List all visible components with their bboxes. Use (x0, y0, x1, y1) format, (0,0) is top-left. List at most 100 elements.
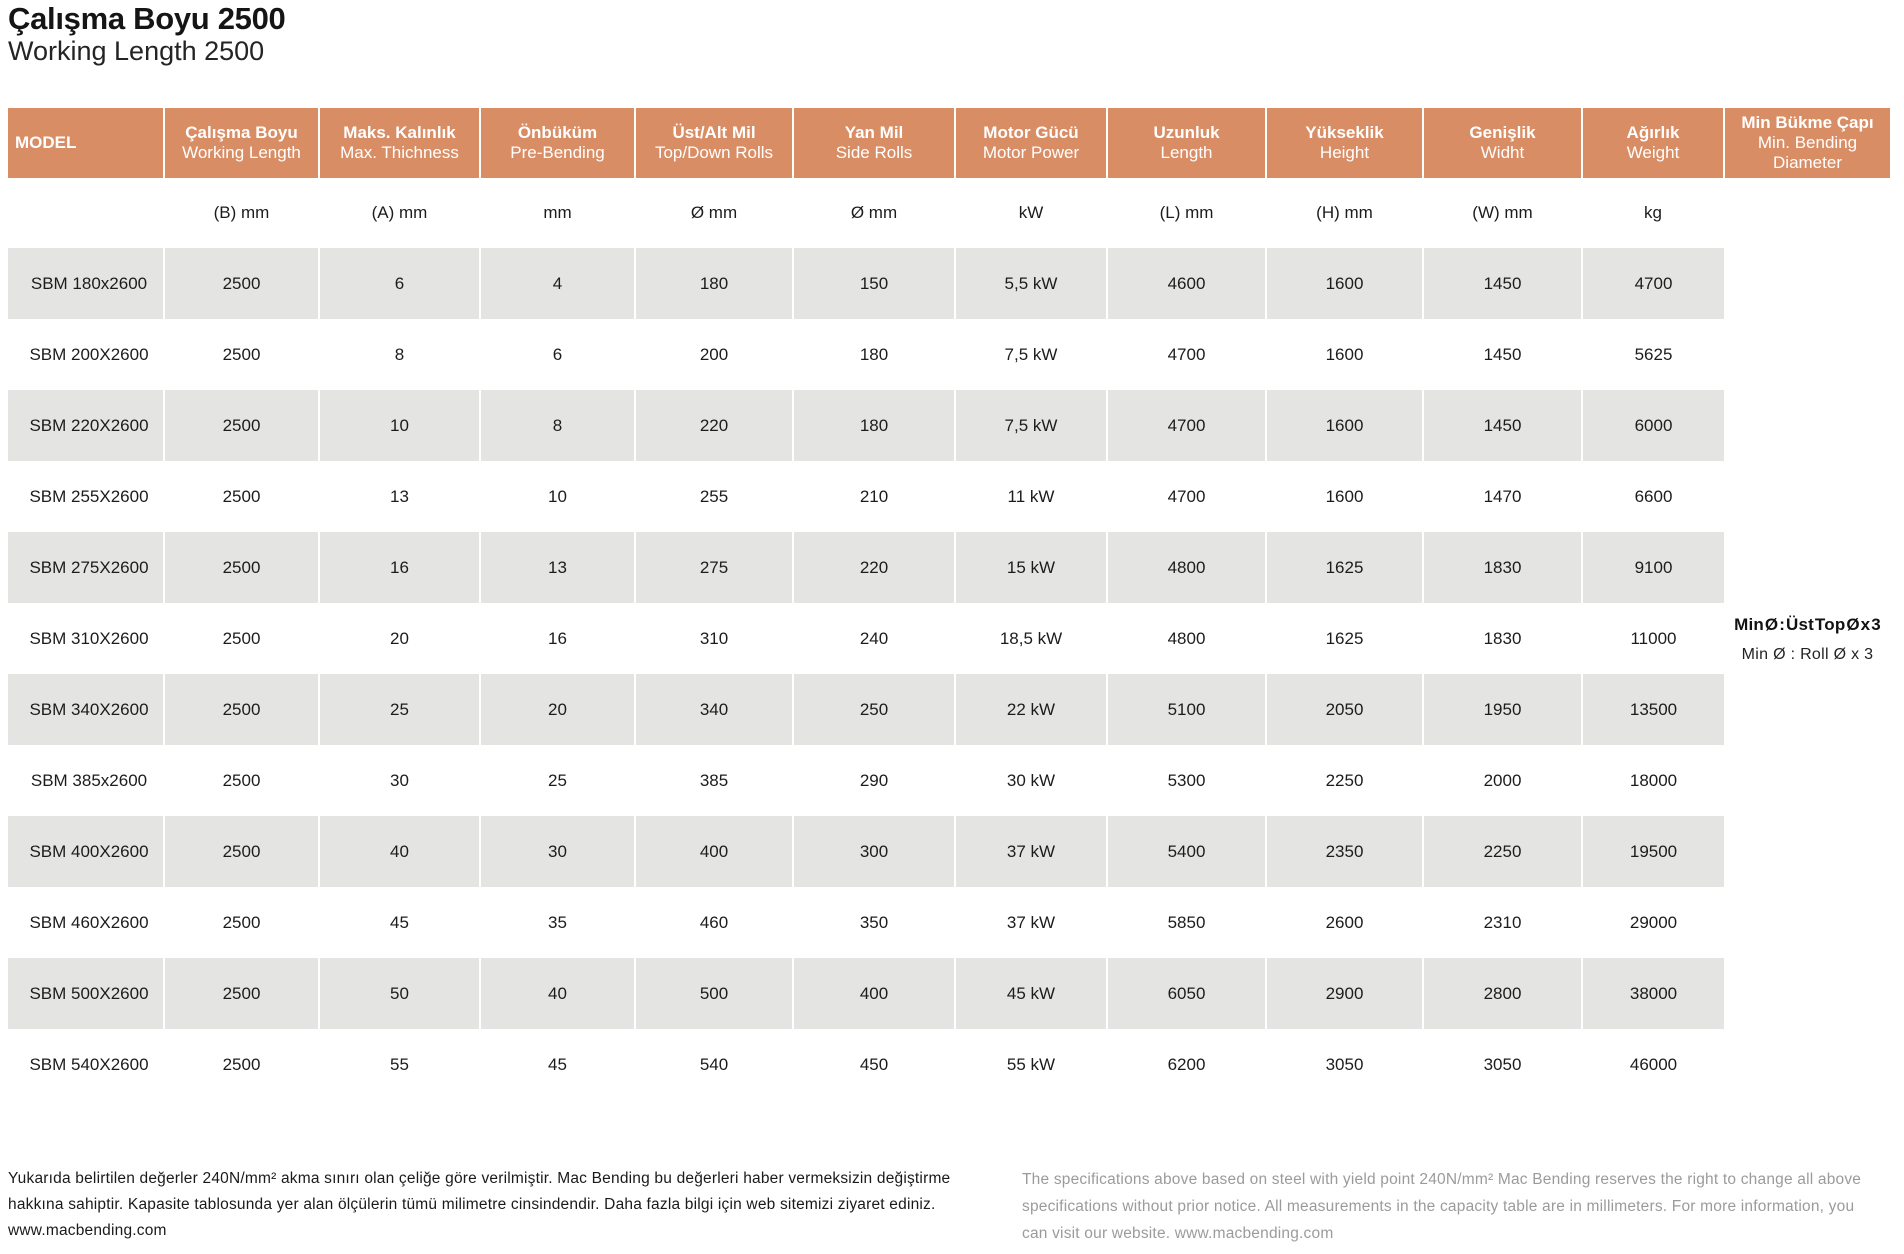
data-cell-length: 6200 (1107, 1029, 1267, 1100)
column-header-weight-tr: Ağırlık (1626, 123, 1680, 142)
column-header-pre-bending-en: Pre-Bending (510, 143, 605, 162)
data-cell-weight: 18000 (1629, 770, 1678, 790)
column-header-side-rolls: Yan Mil Side Rolls (793, 108, 956, 178)
column-header-min-bending-diameter: Min Bükme Çapı Min. Bending Diameter (1724, 108, 1890, 178)
model-cell: SBM 275X2600 (8, 532, 165, 603)
unit-cell-width: (W) mm (1423, 178, 1583, 248)
page-title: Çalışma Boyu 2500 (8, 1, 286, 36)
data-cell-pre-bending: 35 (480, 887, 636, 958)
data-cell-working-length: 2500 (164, 532, 320, 603)
min-diameter-formula-en: Min Ø : Roll Ø x 3 (1741, 645, 1874, 663)
data-cell-height: 2900 (1266, 958, 1424, 1029)
data-cell-working-length: 2500 (164, 745, 320, 816)
table-row: SBM 460X2600 2500 45 35 460 350 37 kW 5850 2600 2… (8, 887, 1890, 958)
footer-note-turkish: Yukarıda belirtilen değerler 240N/mm² ak… (8, 1170, 951, 1239)
data-cell-motor-power: 11 kW (955, 461, 1108, 532)
data-cell-side-rolls: 450 (793, 1029, 956, 1100)
data-cell-top-down-rolls: 385 (635, 745, 794, 816)
data-cell-weight: 6000 (1582, 390, 1724, 461)
data-cell-top-down-rolls: 200 (635, 319, 794, 390)
data-cell-weight: 11000 (1630, 628, 1677, 648)
data-cell-max-thickness: 20 (319, 603, 481, 674)
data-cell-pre-bending: 4 (480, 248, 636, 319)
data-cell-weight: 19500 (1582, 816, 1724, 887)
data-cell-side-rolls: 150 (793, 248, 956, 319)
column-header-working-length: Çalışma Boyu Working Length (164, 108, 320, 178)
data-cell-height: 1600 (1266, 390, 1424, 461)
model-cell: SBM 340X2600 (8, 674, 165, 745)
data-cell-max-thickness: 16 (319, 532, 481, 603)
data-cell-top-down-rolls: 500 (635, 958, 794, 1029)
data-cell-width: 1830 (1423, 603, 1583, 674)
data-cell-top-down-rolls: 340 (635, 674, 794, 745)
column-header-model: MODEL (8, 108, 165, 178)
model-cell: SBM 500X2600 (8, 958, 165, 1029)
data-cell-max-thickness: 50 (319, 958, 481, 1029)
data-cell-top-down-rolls: 255 (635, 461, 794, 532)
column-header-width: Genişlik Widht (1423, 108, 1583, 178)
data-cell-length: 4700 (1107, 461, 1267, 532)
data-cell-width: 2250 (1423, 816, 1583, 887)
column-header-length: Uzunluk Length (1107, 108, 1267, 178)
data-cell-motor-power: 37 kW (955, 887, 1108, 958)
data-cell-height: 1600 (1266, 319, 1424, 390)
min-bending-diameter-cell: Min Ø : Üst Top Ø x 3 Min Ø : Roll Ø x 3 (1724, 178, 1890, 1100)
data-cell-length: 4800 (1107, 532, 1267, 603)
data-cell-max-thickness: 6 (319, 248, 481, 319)
column-header-max-thickness: Maks. Kalınlık Max. Thichness (319, 108, 481, 178)
data-cell-max-thickness: 40 (319, 816, 481, 887)
data-cell-length: 4700 (1107, 390, 1267, 461)
column-header-weight-en: Weight (1626, 143, 1680, 162)
unit-cell-max-thickness: (A) mm (319, 178, 481, 248)
table-row: SBM 540X2600 2500 55 45 540 450 55 kW 6200 3050 3… (8, 1029, 1890, 1100)
column-header-pre-bending-tr: Önbüküm (517, 123, 598, 142)
column-header-min-bending-diameter-en: Min. Bending Diameter (1757, 133, 1858, 172)
column-header-length-tr: Uzunluk (1153, 123, 1220, 142)
table-row: SBM 500X2600 2500 50 40 500 400 45 kW 6050 2900 2… (8, 958, 1890, 1029)
unit-cell-pre-bending: mm (480, 178, 636, 248)
data-cell-weight: 4700 (1582, 248, 1724, 319)
data-cell-max-thickness: 10 (319, 390, 481, 461)
table-row: SBM 310X2600 2500 20 16 310 240 18,5 kW 4800 162… (8, 603, 1890, 674)
column-header-motor-power-tr: Motor Gücü (983, 123, 1079, 142)
model-cell: SBM 540X2600 (8, 1029, 165, 1100)
unit-cell-top-down-rolls: Ø mm (635, 178, 794, 248)
data-cell-pre-bending: 25 (480, 745, 636, 816)
data-cell-length: 4700 (1107, 319, 1267, 390)
data-cell-length: 5300 (1107, 745, 1267, 816)
data-cell-height: 2600 (1266, 887, 1424, 958)
data-cell-weight: 38000 (1582, 958, 1724, 1029)
data-cell-max-thickness: 30 (319, 745, 481, 816)
data-cell-max-thickness: 25 (319, 674, 481, 745)
table-header-row: MODEL Çalışma Boyu Working Length Maks. Kal… (8, 108, 1890, 178)
data-cell-height: 1625 (1266, 603, 1424, 674)
data-cell-side-rolls: 350 (793, 887, 956, 958)
spec-table: MODEL Çalışma Boyu Working Length Maks. Kal… (8, 108, 1890, 1100)
data-cell-working-length: 2500 (164, 1029, 320, 1100)
unit-cell-side-rolls: Ø mm (793, 178, 956, 248)
units-row: (B) mm (A) mm mm Ø mm Ø mm kW (L) mm (H) mm (W) … (8, 178, 1890, 1100)
column-header-max-thickness-tr: Maks. Kalınlık (343, 123, 456, 142)
unit-cell-weight: kg (1582, 178, 1725, 248)
data-cell-side-rolls: 180 (793, 319, 956, 390)
data-cell-top-down-rolls: 310 (635, 603, 794, 674)
data-cell-motor-power: 30 kW (955, 745, 1108, 816)
data-cell-width: 2310 (1423, 887, 1583, 958)
table-row: SBM 200X2600 2500 8 6 200 180 7,5 kW 4700 1600 14… (8, 319, 1890, 390)
unit-cell-working-length: (B) mm (164, 178, 320, 248)
data-cell-pre-bending: 8 (480, 390, 636, 461)
data-cell-motor-power: 15 kW (955, 532, 1108, 603)
data-cell-length: 6050 (1107, 958, 1267, 1029)
data-cell-weight: 6600 (1634, 486, 1673, 506)
data-cell-weight: 29000 (1629, 912, 1678, 932)
data-cell-width: 1450 (1423, 319, 1583, 390)
data-cell-top-down-rolls: 275 (635, 532, 794, 603)
data-cell-working-length: 2500 (164, 816, 320, 887)
model-cell: SBM 180x2600 (8, 248, 165, 319)
column-header-top-down-rolls-en: Top/Down Rolls (654, 143, 774, 162)
table-row: SBM 275X2600 2500 16 13 275 220 15 kW 4800 1625 1… (8, 532, 1890, 603)
unit-cell-length: (L) mm (1107, 178, 1267, 248)
column-header-width-tr: Genişlik (1469, 123, 1536, 142)
model-cell: SBM 200X2600 (8, 319, 165, 390)
data-cell-weight: 13500 (1582, 674, 1724, 745)
